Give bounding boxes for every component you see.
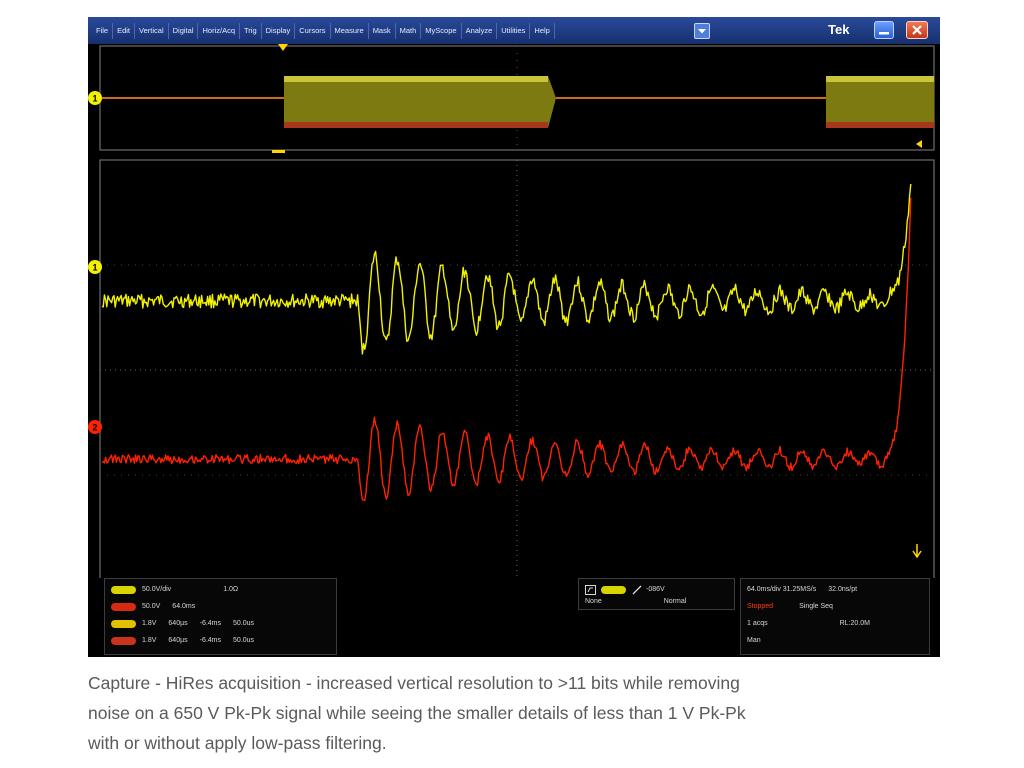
chevron-down-icon	[698, 29, 706, 34]
menu-help[interactable]: Help	[530, 23, 555, 39]
menu-dropdown-button[interactable]	[694, 23, 710, 39]
menu-trig[interactable]: Trig	[240, 23, 262, 39]
rising-edge-icon	[632, 585, 642, 594]
ch2-scale: 50.0V	[142, 603, 161, 610]
acq-sequence: Single Seq	[799, 603, 833, 610]
close-button[interactable]	[906, 21, 928, 39]
menu-vertical[interactable]: Vertical	[135, 23, 169, 39]
zoom-window-marker[interactable]	[272, 150, 285, 153]
menu-edit[interactable]: Edit	[113, 23, 136, 39]
minimize-button[interactable]	[874, 21, 894, 39]
ref2-span: 50.0us	[233, 637, 255, 644]
ch2-readout-row[interactable]: 50.0V 64.0ms	[111, 600, 207, 613]
menu-display[interactable]: Display	[262, 23, 296, 39]
acq-mode-row: Man	[747, 634, 773, 647]
acq-mode: Man	[747, 637, 761, 644]
ref2-badge	[111, 636, 136, 645]
channel-2-marker-label: 2	[92, 423, 97, 433]
channel-1-marker[interactable]: 1	[88, 260, 102, 274]
ref1-offset: -6.4ms	[199, 620, 222, 627]
menu-items: File Edit Vertical Digital Horiz/Acq Tri…	[92, 23, 555, 39]
scroll-down-arrow-icon[interactable]	[912, 544, 922, 559]
ch1-scale: 50.0V/div	[142, 586, 172, 593]
menu-bar: File Edit Vertical Digital Horiz/Acq Tri…	[88, 17, 940, 44]
channel-1-marker-label: 1	[92, 263, 97, 273]
channel-readout-panel: 50.0V/div 1.0Ω 50.0V 64.0ms 1.8V 640µs -…	[104, 578, 337, 655]
trigger-type: Normal	[663, 598, 687, 605]
channel-2-marker[interactable]: 2	[88, 420, 102, 434]
timebase-row: 64.0ms/div 31.25MS/s 32.0ns/pt	[747, 583, 869, 596]
trigger-mode-row: None Normal	[585, 595, 698, 608]
ref1-span: 50.0us	[233, 620, 255, 627]
channel-1-waveform	[101, 183, 912, 355]
channel-1-marker-top[interactable]: 1	[88, 91, 102, 105]
channel-2-waveform	[101, 197, 912, 501]
ref2-readout-row[interactable]: 1.8V 640µs -6.4ms 50.0us	[111, 634, 266, 647]
minimize-icon	[879, 32, 889, 35]
ref1-readout-row[interactable]: 1.8V 640µs -6.4ms 50.0us	[111, 617, 266, 630]
figure-caption: Capture - HiRes acquisition - increased …	[88, 668, 988, 758]
channel-1-marker-label: 1	[92, 94, 97, 104]
resolution-readout: 32.0ns/pt	[828, 586, 858, 593]
timebase-readout: 64.0ms/div 31.25MS/s	[747, 586, 817, 593]
ch1-readout-row[interactable]: 50.0V/div 1.0Ω	[111, 583, 250, 596]
ch2-position: 64.0ms	[172, 603, 196, 610]
waveform-displays: 1 1 2	[88, 44, 935, 578]
ref1-level: 1.8V	[142, 620, 157, 627]
acq-count-row: 1 acqs RL:20.0M	[747, 617, 882, 630]
menu-horiz-acq[interactable]: Horiz/Acq	[198, 23, 240, 39]
menu-cursors[interactable]: Cursors	[295, 23, 331, 39]
trigger-level: -086V	[646, 586, 665, 593]
close-icon	[912, 25, 922, 35]
ref2-time: 640µs	[168, 637, 188, 644]
trigger-position-icon[interactable]	[278, 44, 288, 51]
menu-digital[interactable]: Digital	[169, 23, 199, 39]
record-length: RL:20.0M	[839, 620, 870, 627]
brand-logo: Tek	[828, 22, 850, 37]
trigger-channel-badge	[601, 585, 626, 594]
ref2-level: 1.8V	[142, 637, 157, 644]
trigger-source-icon	[585, 584, 596, 595]
trigger-readout-panel[interactable]: -086V None Normal	[578, 578, 735, 610]
acq-state-row: Stopped Single Seq	[747, 600, 845, 613]
caption-line-1: Capture - HiRes acquisition - increased …	[88, 673, 740, 693]
menu-math[interactable]: Math	[396, 23, 422, 39]
ref1-time: 640µs	[168, 620, 188, 627]
trigger-level-row: -086V	[585, 583, 677, 596]
main-graticule	[99, 159, 935, 578]
menu-analyze[interactable]: Analyze	[462, 23, 498, 39]
menu-file[interactable]: File	[92, 23, 114, 39]
ch1-badge	[111, 585, 136, 594]
acq-state-status: Stopped	[747, 603, 774, 610]
overview-waveform	[102, 76, 934, 128]
ref1-badge	[111, 619, 136, 628]
ch1-termination: 1.0Ω	[223, 586, 239, 593]
menu-myscope[interactable]: MyScope	[421, 23, 462, 39]
ref2-offset: -6.4ms	[199, 637, 222, 644]
menu-utilities[interactable]: Utilities	[497, 23, 531, 39]
scroll-marker-icon[interactable]	[916, 140, 922, 148]
caption-line-3: with or without apply low-pass filtering…	[88, 733, 387, 753]
menu-mask[interactable]: Mask	[369, 23, 396, 39]
oscilloscope-window: File Edit Vertical Digital Horiz/Acq Tri…	[88, 17, 940, 657]
menu-measure[interactable]: Measure	[331, 23, 369, 39]
caption-line-2: noise on a 650 V Pk-Pk signal while seei…	[88, 703, 746, 723]
acquisition-readout-panel[interactable]: 64.0ms/div 31.25MS/s 32.0ns/pt Stopped S…	[740, 578, 930, 655]
trigger-mode: None	[585, 598, 602, 605]
ch2-badge	[111, 602, 136, 611]
acq-count: 1 acqs	[747, 620, 768, 627]
